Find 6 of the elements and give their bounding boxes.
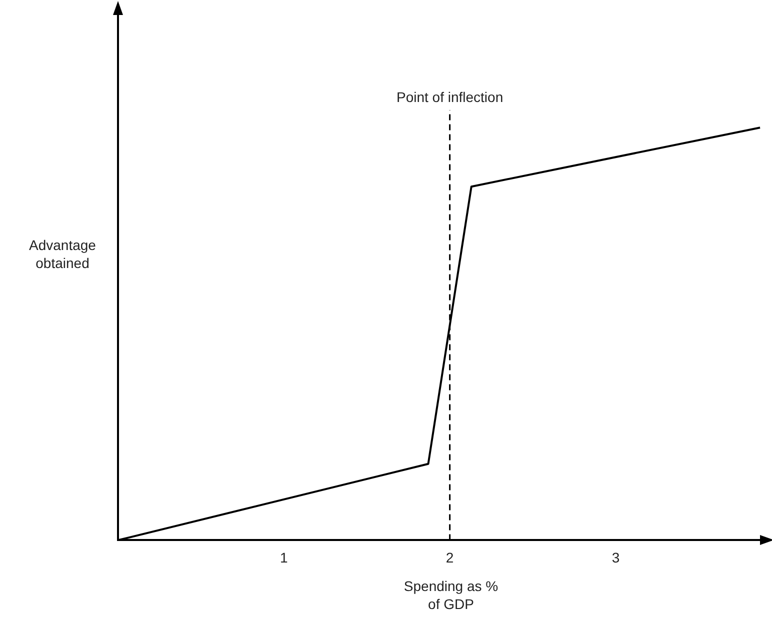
x-axis-title: Spending as % of GDP	[402, 577, 500, 613]
y-axis-title: Advantage obtained	[28, 236, 97, 272]
x-tick-label: 2	[446, 549, 454, 566]
x-tick-label: 3	[612, 549, 620, 566]
ref-line-label: Point of inflection	[396, 88, 504, 105]
x-tick-label: 1	[280, 549, 288, 566]
